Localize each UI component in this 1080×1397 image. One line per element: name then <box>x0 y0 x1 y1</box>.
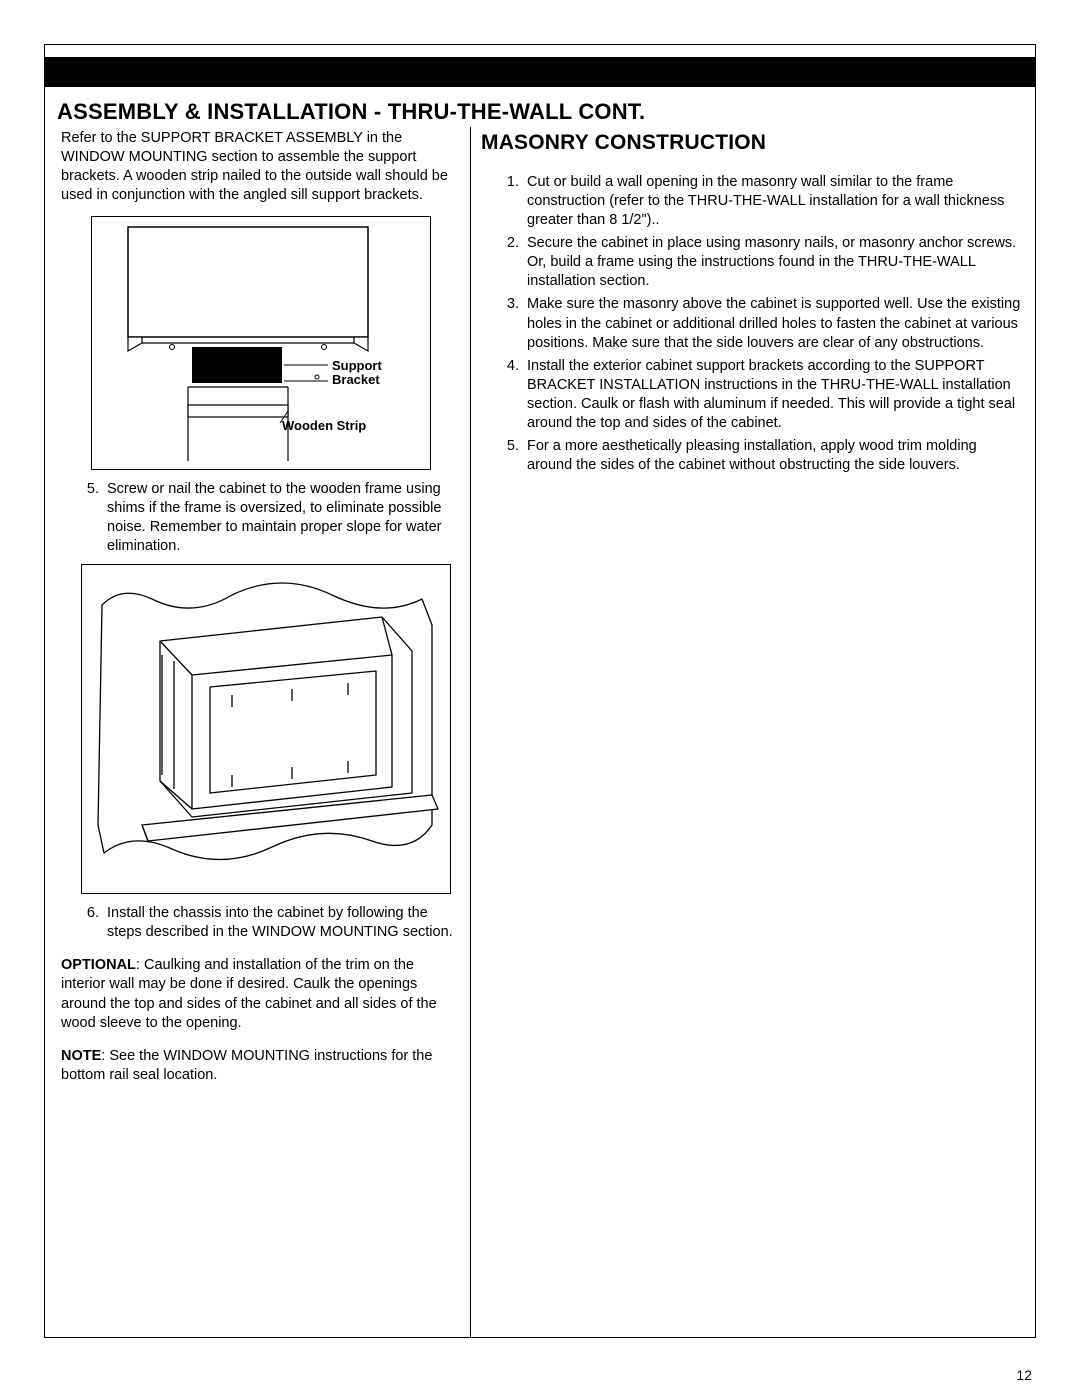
masonry-step-1: Cut or build a wall opening in the mason… <box>523 173 1025 230</box>
step-5: Screw or nail the cabinet to the wooden … <box>103 480 461 557</box>
page-title: ASSEMBLY & INSTALLATION - THRU-THE-WALL … <box>57 99 645 125</box>
note-paragraph: NOTE: See the WINDOW MOUNTING instructio… <box>61 1047 461 1085</box>
page-frame: ASSEMBLY & INSTALLATION - THRU-THE-WALL … <box>44 44 1036 1338</box>
right-column: MASONRY CONSTRUCTION Cut or build a wall… <box>481 129 1025 480</box>
intro-paragraph: Refer to the SUPPORT BRACKET ASSEMBLY in… <box>61 129 461 206</box>
left-column: Refer to the SUPPORT BRACKET ASSEMBLY in… <box>61 129 461 1085</box>
masonry-step-4: Install the exterior cabinet support bra… <box>523 357 1025 434</box>
masonry-heading: MASONRY CONSTRUCTION <box>481 129 1025 157</box>
masonry-step-5: For a more aesthetically pleasing instal… <box>523 437 1025 475</box>
note-text: : See the WINDOW MOUNTING instructions f… <box>61 1048 432 1083</box>
masonry-steps-list: Cut or build a wall opening in the mason… <box>481 173 1025 476</box>
header-black-bar <box>45 57 1035 87</box>
left-steps-list: Screw or nail the cabinet to the wooden … <box>61 480 461 557</box>
figure-label-support-bracket: Support Bracket <box>332 359 382 389</box>
note-label: NOTE <box>61 1048 101 1064</box>
figure-cabinet-frame <box>81 564 451 894</box>
column-divider <box>470 127 471 1337</box>
label-bracket: Bracket <box>332 372 380 387</box>
label-support: Support <box>332 358 382 373</box>
page-number: 12 <box>1016 1367 1032 1383</box>
figure-support-bracket: Support Bracket Wooden Strip <box>91 216 431 470</box>
figure-label-wooden-strip: Wooden Strip <box>282 417 366 434</box>
optional-label: OPTIONAL <box>61 957 136 973</box>
optional-paragraph: OPTIONAL: Caulking and installation of t… <box>61 956 461 1033</box>
masonry-step-3: Make sure the masonry above the cabinet … <box>523 295 1025 352</box>
left-steps-list-2: Install the chassis into the cabinet by … <box>61 904 461 942</box>
masonry-step-2: Secure the cabinet in place using masonr… <box>523 234 1025 291</box>
step-6: Install the chassis into the cabinet by … <box>103 904 461 942</box>
